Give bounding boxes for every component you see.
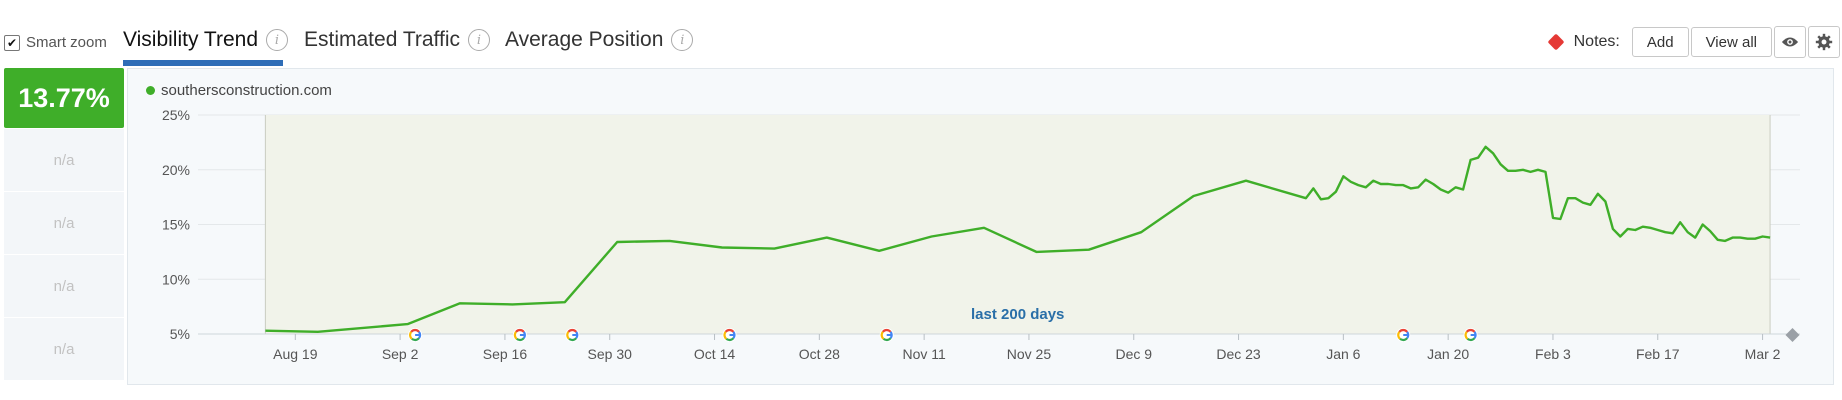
google-icon-arc <box>1466 337 1476 342</box>
x-tick-label: Sep 16 <box>483 346 528 362</box>
x-tick-label: Sep 30 <box>588 346 633 362</box>
toggle-notes-visibility-button[interactable] <box>1774 26 1806 58</box>
google-update-icon <box>512 328 527 342</box>
eye-icon <box>1781 37 1799 47</box>
notes-label: Notes: <box>1573 33 1620 50</box>
tab-average-position[interactable]: Average Position i <box>505 28 694 52</box>
x-tick-label: Nov 25 <box>1007 346 1052 362</box>
google-icon-arc <box>882 328 892 333</box>
google-icon-arc <box>410 328 420 333</box>
notes-controls: Notes: Add View all <box>1547 26 1842 58</box>
range-label: last 200 days <box>971 306 1064 323</box>
summary-row-value: n/a <box>4 255 124 317</box>
google-icon-arc <box>889 331 893 339</box>
tab-average-position-label: Average Position <box>505 28 664 51</box>
range-band <box>265 115 1771 334</box>
smart-zoom-checkbox[interactable]: ✔ <box>4 34 20 51</box>
google-icon-arc <box>515 337 525 342</box>
tab-estimated-traffic-label: Estimated Traffic <box>304 28 461 51</box>
legend-series-label: southersconstruction.com <box>161 82 332 99</box>
google-icon-arc <box>1465 328 1476 333</box>
x-tick-label: Dec 9 <box>1115 346 1152 362</box>
x-tick-label: Feb 3 <box>1535 346 1571 362</box>
google-icon-arc <box>880 331 885 340</box>
google-icon-arc <box>409 331 413 340</box>
smart-zoom-toggle[interactable]: ✔ Smart zoom <box>4 34 107 51</box>
google-icon-arc <box>1398 328 1408 333</box>
x-tick-label: Sep 2 <box>382 346 419 362</box>
y-tick-label: 15% <box>162 217 190 233</box>
chart-series <box>265 145 1771 333</box>
view-all-notes-button[interactable]: View all <box>1690 27 1772 57</box>
google-icon-arc <box>568 337 577 342</box>
google-update-icon <box>408 328 423 342</box>
google-icon-arc <box>1473 331 1477 339</box>
info-icon[interactable]: i <box>468 29 491 51</box>
x-tick-label: Jan 6 <box>1326 346 1360 362</box>
summary-column: 13.77% n/a n/a n/a n/a <box>4 68 124 380</box>
google-icon-arc <box>882 337 892 342</box>
tab-visibility-trend[interactable]: Visibility Trend i <box>123 28 289 52</box>
gear-icon <box>1815 33 1833 51</box>
x-tick-label: Mar 2 <box>1745 346 1781 362</box>
smart-zoom-label: Smart zoom <box>26 34 107 51</box>
chart-range-band <box>264 115 1771 334</box>
google-icon-arc <box>567 328 577 333</box>
x-tick-label: Jan 20 <box>1427 346 1469 362</box>
x-tick-label: Nov 11 <box>902 346 946 362</box>
x-tick-label: Feb 17 <box>1636 346 1680 362</box>
summary-row-value: n/a <box>4 129 124 191</box>
info-icon[interactable]: i <box>671 29 694 51</box>
google-update-icon <box>1463 328 1478 342</box>
chart-extras: last 200 days <box>971 306 1800 342</box>
y-tick-label: 10% <box>162 271 190 287</box>
y-tick-label: 5% <box>170 326 190 342</box>
x-tick-label: Dec 23 <box>1216 346 1261 362</box>
summary-row-value: n/a <box>4 192 124 254</box>
summary-row-value: n/a <box>4 318 124 380</box>
y-tick-label: 25% <box>162 107 190 123</box>
google-update-icon <box>1396 328 1411 342</box>
google-icon-arc <box>724 328 735 333</box>
google-icon-arc <box>725 337 735 342</box>
y-tick-label: 20% <box>162 162 190 178</box>
google-icon-arc <box>566 331 570 340</box>
google-icon-arc <box>1399 337 1408 342</box>
chart-x-axis: Aug 19 Sep 2 Sep 16 Sep 30 Oct 14 Oct 28 Nov 1… <box>198 333 1800 362</box>
legend-dot-icon <box>146 86 155 95</box>
chart-settings-button[interactable] <box>1808 26 1840 58</box>
google-update-icon <box>879 328 894 342</box>
chart-google-markers <box>408 328 1478 342</box>
google-icon-arc <box>1397 331 1401 340</box>
google-icon-arc <box>513 331 518 340</box>
google-icon-arc <box>411 337 420 342</box>
x-tick-label: Oct 28 <box>799 346 840 362</box>
tab-estimated-traffic[interactable]: Estimated Traffic i <box>304 28 491 52</box>
google-icon-arc <box>723 331 728 340</box>
series-line <box>265 145 1771 333</box>
active-tab-indicator <box>123 60 283 66</box>
google-icon-arc <box>515 328 525 333</box>
google-icon-arc <box>1464 331 1469 340</box>
visibility-score-badge: 13.77% <box>4 68 124 128</box>
tab-visibility-trend-label: Visibility Trend <box>123 28 259 51</box>
google-update-icon <box>565 328 580 342</box>
end-marker-diamond-icon <box>1785 328 1800 342</box>
google-update-icon <box>722 328 737 342</box>
add-note-button[interactable]: Add <box>1631 27 1689 57</box>
x-tick-label: Aug 19 <box>273 346 318 362</box>
chart-legend[interactable]: southersconstruction.com <box>146 82 332 99</box>
chart-toolbar: ✔ Smart zoom Visibility Trend i Estimate… <box>0 0 1842 68</box>
x-tick-label: Oct 14 <box>694 346 735 362</box>
google-icon-arc <box>732 331 736 339</box>
info-icon[interactable]: i <box>266 29 289 51</box>
chart-y-axis: 5% 10% 15% 20% 25% <box>162 107 190 342</box>
google-icon-arc <box>417 331 422 339</box>
